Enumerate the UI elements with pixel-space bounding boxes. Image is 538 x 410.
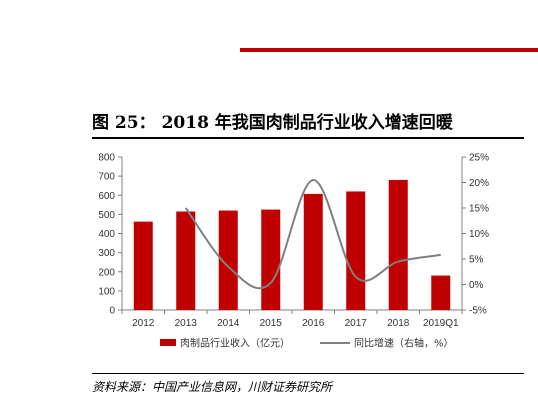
bar: [388, 179, 408, 310]
growth-line: [184, 178, 441, 290]
bar: [176, 211, 196, 310]
line-series: [184, 178, 441, 290]
figure-title: 图 25： 2018 年我国肉制品行业收入增速回暖: [92, 108, 532, 133]
x-axis-tick-label: 2016: [302, 318, 325, 329]
x-axis-labels: 2012 2013 2014 2015 2016 2017 2018 2019Q1: [132, 318, 459, 329]
x-axis-tick-label: 2015: [260, 318, 283, 329]
right-axis-tick-label: -5%: [469, 306, 487, 317]
figure-label: 图 25：: [92, 113, 156, 133]
bar-series: [133, 179, 451, 310]
right-axis-tick-label: 15%: [469, 204, 489, 215]
left-axis-tick-label: 0: [109, 306, 115, 317]
right-axis-tick-label: 5%: [469, 255, 484, 266]
left-axis-tick-label: 100: [98, 286, 115, 297]
legend-bar-swatch: [160, 339, 176, 346]
left-axis-tick-label: 200: [98, 267, 115, 278]
left-axis-tick-label: 300: [98, 248, 115, 259]
bar: [133, 221, 153, 310]
title-underline: [92, 137, 524, 139]
x-axis-tick-label: 2017: [345, 318, 368, 329]
bar: [261, 209, 281, 310]
top-accent-rule: [240, 48, 538, 52]
bar: [346, 191, 366, 310]
bar: [431, 275, 451, 310]
x-axis-tick-label: 2012: [132, 318, 155, 329]
x-axis-tick-label: 2018: [387, 318, 410, 329]
left-axis-labels: 0 100 200 300 400 500 600 700 800: [98, 153, 115, 317]
left-axis-tick-label: 400: [98, 229, 115, 240]
right-axis-tick-label: 0%: [469, 280, 484, 291]
bar: [303, 193, 323, 310]
right-axis-labels: -5% 0% 5% 10% 15% 20% 25%: [469, 153, 489, 317]
figure-title-text: 2018 年我国肉制品行业收入增速回暖: [161, 113, 453, 133]
x-axis-tick-label: 2013: [175, 318, 198, 329]
left-axis-tick-label: 600: [98, 191, 115, 202]
source-note: 资料来源：中国产业信息网，川财证券研究所: [92, 380, 333, 394]
left-axis-tick-label: 800: [98, 153, 115, 164]
left-axis-tick-label: 500: [98, 210, 115, 221]
source-divider: [92, 373, 524, 374]
left-axis-tick-label: 700: [98, 172, 115, 183]
legend: 肉制品行业收入（亿元） 同比增速（右轴，%）: [160, 337, 454, 350]
right-axis-tick-label: 20%: [469, 178, 489, 189]
x-axis-tick-label: 2019Q1: [423, 318, 459, 329]
chart-axes: [118, 156, 466, 314]
right-axis-tick-label: 25%: [469, 153, 489, 164]
legend-bar-label: 肉制品行业收入（亿元）: [180, 337, 290, 350]
right-axis-tick-label: 10%: [469, 229, 489, 240]
x-axis-tick-label: 2014: [217, 318, 240, 329]
legend-line-label: 同比增速（右轴，%）: [354, 337, 454, 350]
bar: [218, 210, 238, 310]
